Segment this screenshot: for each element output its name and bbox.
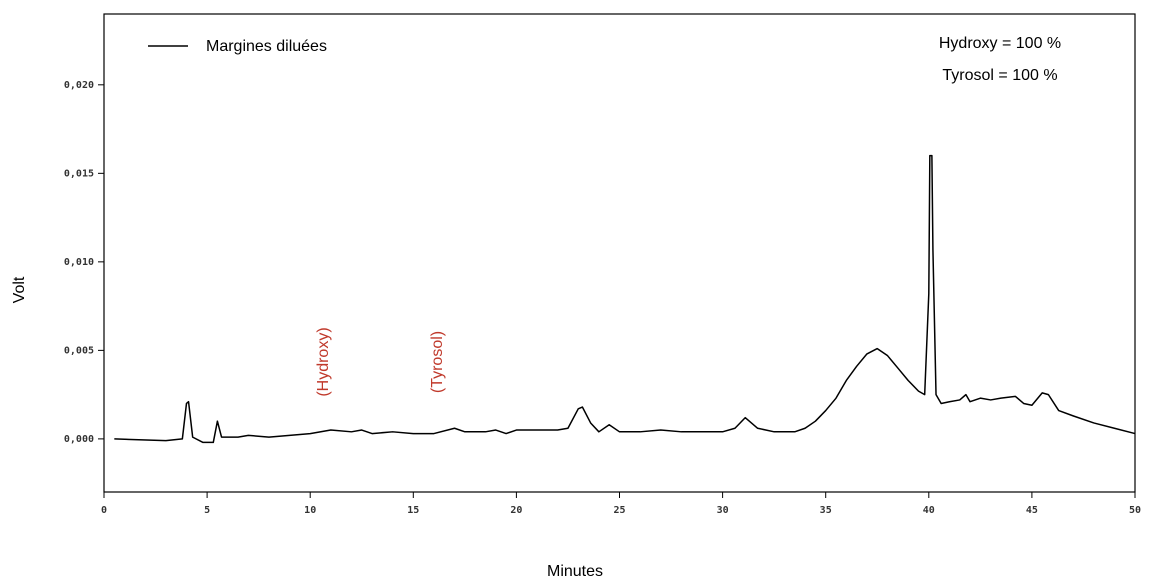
y-axis-label: Volt	[11, 276, 28, 303]
x-axis-label: Minutes	[547, 563, 603, 580]
info-text: Hydroxy = 100 %	[939, 35, 1061, 52]
x-tick-label: 35	[820, 505, 832, 516]
x-tick-label: 15	[407, 505, 419, 516]
x-tick-label: 25	[613, 505, 625, 516]
plot-frame	[103, 13, 1136, 493]
y-tick-label: 0,010	[64, 257, 94, 268]
annotation: (Hydroxy)	[315, 327, 332, 396]
x-tick-label: 45	[1026, 505, 1038, 516]
legend-label: Margines diluées	[206, 38, 327, 55]
y-tick-label: 0,005	[64, 345, 94, 356]
x-tick-label: 30	[717, 505, 729, 516]
x-tick-label: 10	[304, 505, 316, 516]
y-tick-label: 0,000	[64, 434, 94, 445]
info-text: Tyrosol = 100 %	[942, 67, 1057, 84]
x-tick-label: 40	[923, 505, 935, 516]
y-tick-label: 0,020	[64, 80, 94, 91]
annotation: (Tyrosol)	[429, 331, 446, 393]
x-tick-label: 50	[1129, 505, 1141, 516]
x-tick-label: 5	[204, 505, 210, 516]
data-line	[114, 154, 1136, 444]
x-tick-label: 0	[101, 505, 107, 516]
x-tick-label: 20	[510, 505, 522, 516]
y-tick-label: 0,015	[64, 168, 94, 179]
